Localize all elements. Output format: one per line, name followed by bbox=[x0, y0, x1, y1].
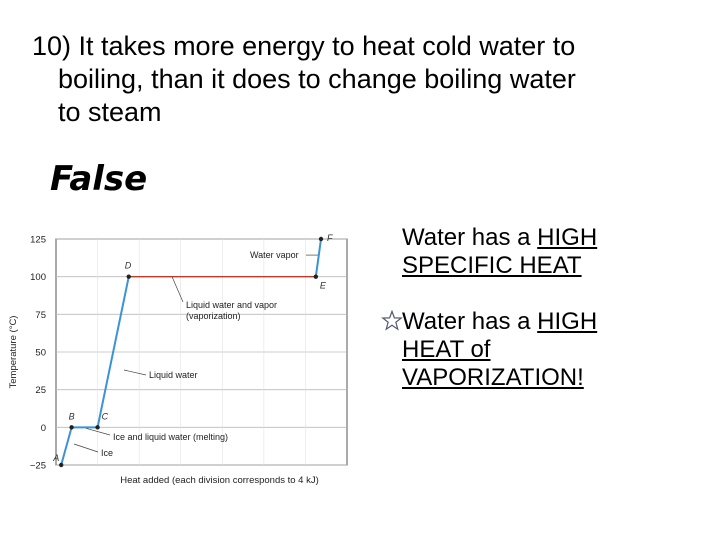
y-tick-label: 0 bbox=[41, 423, 46, 434]
annotation-leader bbox=[123, 369, 147, 376]
point-label-a: A bbox=[52, 453, 59, 463]
fact-2-high: HIGH bbox=[537, 308, 598, 335]
answer-text: False bbox=[50, 159, 148, 199]
annotation-leader bbox=[85, 427, 111, 436]
x-axis-label: Heat added (each division corresponds to… bbox=[120, 475, 319, 486]
point-label-d: D bbox=[125, 261, 132, 271]
y-axis-label: Temperature (°C) bbox=[8, 316, 19, 389]
annotation-liquid-water: Liquid water bbox=[149, 370, 198, 380]
fact-heat-of-vaporization: Water has a HIGH HEAT of VAPORIZATION! bbox=[381, 308, 714, 392]
fact-2-term-a: HEAT of bbox=[402, 336, 491, 363]
point-b bbox=[69, 425, 74, 430]
point-f bbox=[318, 236, 324, 242]
annotation-melting: Ice and liquid water (melting) bbox=[113, 432, 228, 442]
point-label-e: E bbox=[320, 281, 327, 291]
segment-e-f bbox=[314, 238, 323, 277]
point-e bbox=[313, 274, 319, 279]
fact-specific-heat: Water has a HIGH SPECIFIC HEAT bbox=[384, 224, 714, 280]
question-text: 10) It takes more energy to heat cold wa… bbox=[32, 30, 692, 129]
y-tick-label: 50 bbox=[35, 348, 46, 359]
heating-curve-chart: 125 100 75 50 25 0 −25 Temperature (°C) Heat add… bbox=[0, 222, 370, 490]
star-icon bbox=[381, 310, 403, 331]
segment-a-b bbox=[60, 427, 73, 466]
fact-1-high: HIGH bbox=[537, 224, 598, 251]
point-label-b: B bbox=[69, 411, 75, 421]
fact-1-term: SPECIFIC HEAT bbox=[402, 252, 582, 279]
point-a bbox=[58, 462, 64, 468]
annotation-leader bbox=[73, 443, 99, 453]
facts-list: Water has a HIGH SPECIFIC HEAT Water has… bbox=[381, 224, 714, 420]
point-label-f: F bbox=[327, 233, 333, 243]
segment-c-d bbox=[96, 276, 130, 428]
fact-2-prefix: Water has a bbox=[402, 308, 538, 335]
fact-2-term-b: VAPORIZATION! bbox=[402, 364, 584, 391]
question-line-3: to steam bbox=[58, 97, 162, 127]
y-tick-label: 100 bbox=[30, 272, 46, 283]
point-c bbox=[95, 425, 100, 430]
y-tick-label: 125 bbox=[30, 235, 46, 246]
question-line-1: 10) It takes more energy to heat cold wa… bbox=[32, 31, 576, 61]
annotation-vaporization: Liquid water and vapor bbox=[186, 300, 277, 310]
heating-curve-svg: 125 100 75 50 25 0 −25 Temperature (°C) Heat add… bbox=[8, 233, 348, 486]
point-label-c: C bbox=[102, 411, 109, 421]
y-tick-label: −25 bbox=[30, 461, 46, 472]
annotation-water-vapor: Water vapor bbox=[250, 250, 299, 260]
y-tick-label: 25 bbox=[35, 385, 46, 396]
annotation-leader bbox=[171, 276, 184, 303]
y-tick-label: 75 bbox=[35, 310, 46, 321]
point-d bbox=[126, 274, 131, 279]
question-line-2: boiling, than it does to change boiling … bbox=[58, 64, 576, 94]
annotation-vaporization-sub: (vaporization) bbox=[186, 311, 241, 321]
annotation-ice: Ice bbox=[101, 448, 113, 458]
fact-1-prefix: Water has a bbox=[402, 224, 538, 251]
